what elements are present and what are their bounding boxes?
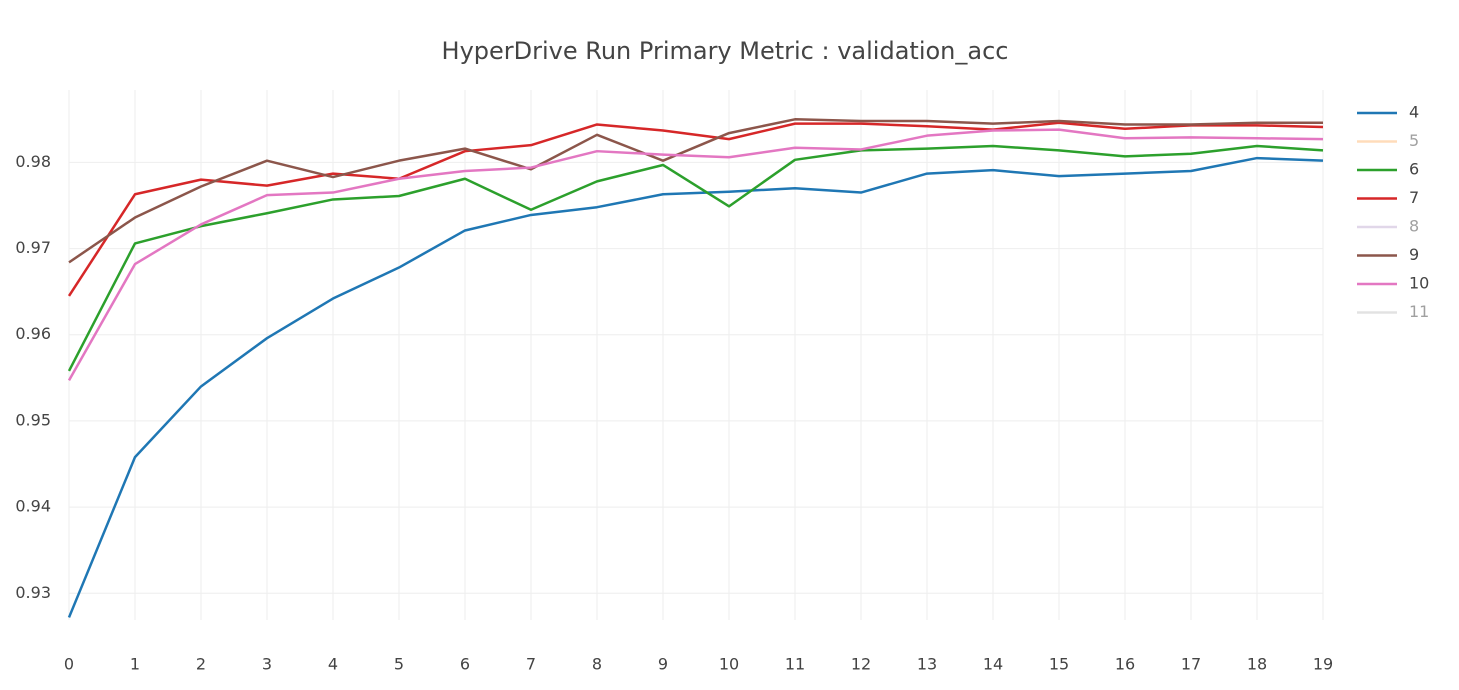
chart-title: HyperDrive Run Primary Metric : validati… — [442, 37, 1009, 65]
x-tick-label: 16 — [1115, 655, 1135, 674]
x-tick-label: 19 — [1313, 655, 1333, 674]
series-line — [67, 144, 1324, 372]
legend-label: 5 — [1409, 131, 1419, 150]
x-tick-label: 12 — [851, 655, 871, 674]
legend-label: 10 — [1409, 274, 1429, 293]
x-tick-label: 13 — [917, 655, 937, 674]
x-tick-label: 18 — [1247, 655, 1267, 674]
series-line — [68, 118, 1323, 264]
y-tick-label: 0.96 — [15, 324, 51, 343]
x-tick-label: 0 — [64, 655, 74, 674]
x-tick-label: 9 — [658, 655, 668, 674]
legend-label: 8 — [1409, 217, 1419, 236]
x-tick-label: 3 — [262, 655, 272, 674]
x-tick-label: 11 — [785, 655, 805, 674]
legend-item[interactable]: 4 — [1357, 103, 1419, 122]
series-line — [67, 121, 1324, 297]
legend-label: 7 — [1409, 188, 1419, 207]
y-tick-label: 0.95 — [15, 410, 51, 429]
x-tick-label: 15 — [1049, 655, 1069, 674]
series-line — [67, 156, 1324, 618]
x-tick-label: 2 — [196, 655, 206, 674]
legend-label: 6 — [1409, 160, 1419, 179]
x-tick-label: 7 — [526, 655, 536, 674]
legend-item[interactable]: 7 — [1357, 188, 1419, 207]
legend-label: 9 — [1409, 245, 1419, 264]
y-tick-label: 0.94 — [15, 497, 51, 516]
y-tick-label: 0.98 — [15, 152, 51, 171]
legend-item[interactable]: 9 — [1357, 245, 1419, 264]
series-line — [67, 128, 1324, 382]
legend-item[interactable]: 8 — [1357, 217, 1419, 236]
legend-item[interactable]: 6 — [1357, 160, 1419, 179]
x-tick-label: 10 — [719, 655, 739, 674]
x-tick-label: 8 — [592, 655, 602, 674]
legend-label: 4 — [1409, 103, 1419, 122]
x-tick-label: 17 — [1181, 655, 1201, 674]
x-tick-label: 5 — [394, 655, 404, 674]
x-tick-label: 4 — [328, 655, 338, 674]
legend-item[interactable]: 10 — [1357, 274, 1429, 293]
legend-item[interactable]: 11 — [1357, 302, 1429, 321]
x-tick-label: 6 — [460, 655, 470, 674]
legend-item[interactable]: 5 — [1357, 131, 1419, 150]
y-tick-label: 0.93 — [15, 583, 51, 602]
y-tick-label: 0.97 — [15, 238, 51, 257]
legend-label: 11 — [1409, 302, 1429, 321]
x-tick-label: 1 — [130, 655, 140, 674]
x-tick-label: 14 — [983, 655, 1003, 674]
